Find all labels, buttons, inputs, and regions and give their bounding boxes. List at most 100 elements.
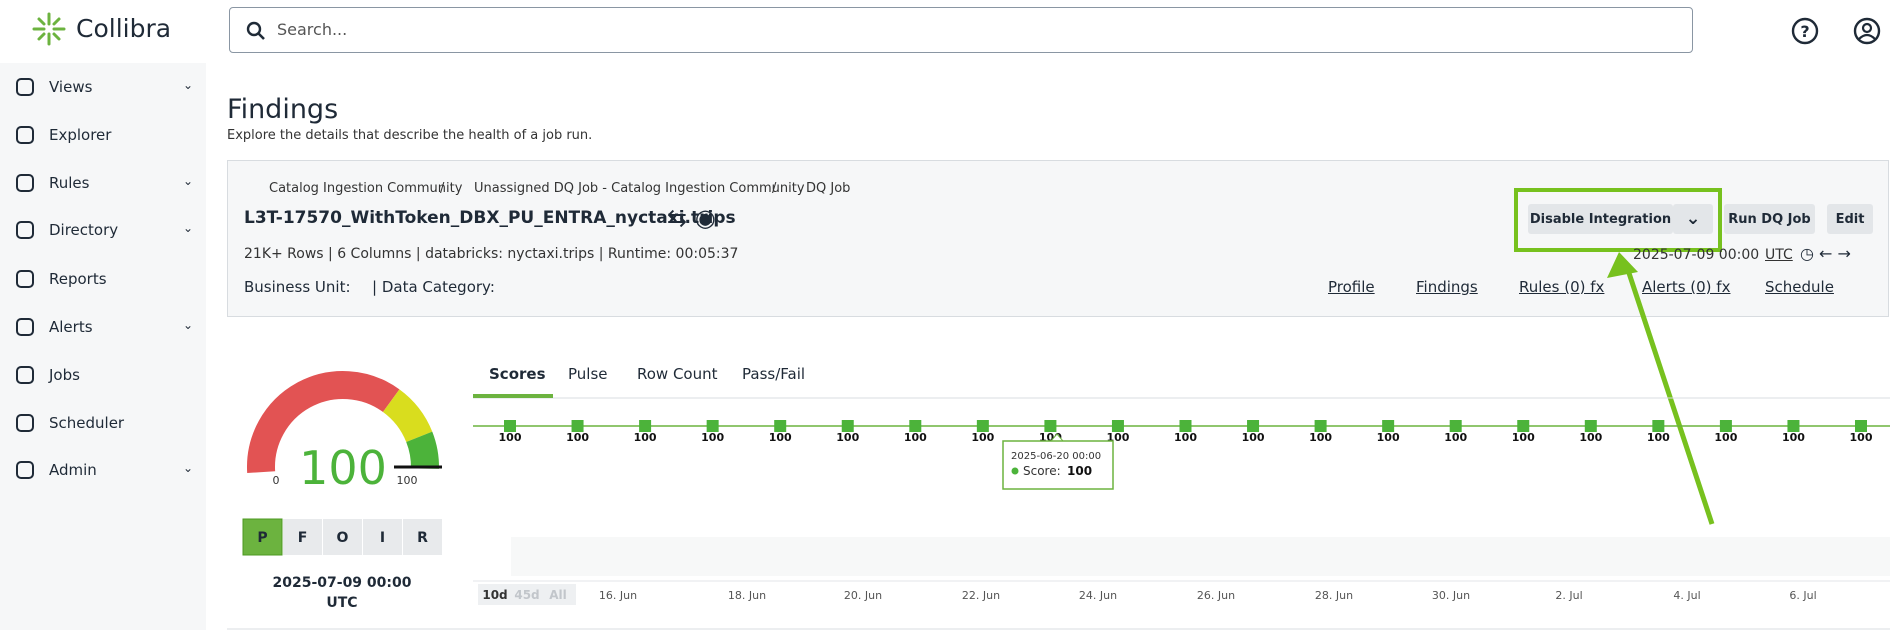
help-icon[interactable]: ?	[1790, 16, 1820, 46]
button-label: Run DQ Job	[1728, 211, 1811, 227]
range-button: 45d	[514, 588, 539, 602]
score-point	[1111, 420, 1124, 432]
tooltip-dot	[1011, 467, 1019, 475]
gauge-max: 100	[397, 474, 418, 487]
range-button: All	[549, 588, 567, 602]
logo-icon	[32, 12, 66, 46]
nav-label[interactable]: Views	[49, 78, 93, 96]
job-meta: 21K+ Rows | 6 Columns | databricks: nyct…	[244, 246, 739, 262]
icon-shape	[16, 461, 34, 479]
breadcrumb-item: /	[772, 181, 777, 196]
score-label: 100	[1714, 431, 1737, 444]
job-link[interactable]: Profile	[1328, 278, 1375, 296]
icon-shape	[16, 78, 34, 96]
x-tick-label: 20. Jun	[844, 589, 882, 602]
tooltip	[1002, 440, 1114, 490]
tab-underline	[473, 394, 553, 398]
job-link[interactable]: Alerts (0) fx	[1642, 278, 1731, 296]
x-tick-label: 28. Jun	[1315, 589, 1353, 602]
tab: Row Count	[637, 365, 718, 383]
nav-label[interactable]: Rules	[49, 174, 90, 192]
breadcrumb-item[interactable]: DQ Job	[806, 181, 851, 196]
grade-label: F	[298, 530, 308, 546]
business-unit-label: Business Unit:	[244, 278, 351, 296]
gauge-green	[406, 431, 439, 469]
icon-shape	[16, 318, 34, 336]
x-tick-label: 6. Jul	[1789, 589, 1816, 602]
score-label: 100	[1579, 431, 1602, 444]
score-point	[909, 420, 922, 432]
icon-shape	[16, 221, 34, 239]
nav-icon	[16, 366, 34, 384]
annotation-arrow	[1623, 263, 1715, 525]
nav-arrows: ◷ ← →	[1800, 244, 1851, 263]
nav-icon	[16, 174, 34, 192]
score-point	[1314, 420, 1327, 432]
action-button[interactable]: Run DQ Job	[1724, 204, 1815, 234]
sidebar: Views ⌄ Explorer Rules ⌄ Directory ⌄ Reports Ale…	[0, 63, 206, 630]
score-label: 100	[1850, 431, 1873, 444]
job-card	[227, 160, 1889, 317]
nav-label[interactable]: Scheduler	[49, 414, 125, 432]
score-point	[774, 420, 787, 432]
score-point	[1382, 420, 1395, 432]
search-box[interactable]: Search...	[229, 7, 1693, 53]
run-time: 2025-07-09 00:00	[1633, 247, 1760, 263]
page-subtitle: Explore the details that describe the he…	[227, 128, 593, 143]
nav-icon	[16, 461, 34, 479]
x-tick-label: 16. Jun	[599, 589, 637, 602]
score-label: 100	[836, 431, 859, 444]
range-button: 10d	[482, 588, 507, 602]
grade-button	[283, 519, 322, 555]
nav-icon	[16, 270, 34, 288]
nav-label[interactable]: Explorer	[49, 126, 112, 144]
job-link[interactable]: Findings	[1416, 278, 1478, 296]
svg-text:?: ?	[1800, 22, 1809, 41]
action-button[interactable]: Edit	[1827, 204, 1873, 234]
page-title: Findings	[227, 94, 339, 125]
account-icon[interactable]	[1852, 16, 1882, 46]
nav-icon	[16, 414, 34, 432]
button-label: Edit	[1835, 211, 1865, 227]
breadcrumb-item: /	[440, 181, 445, 196]
x-tick-label: 4. Jul	[1673, 589, 1700, 602]
score-label: 100	[1512, 431, 1535, 444]
timezone[interactable]: UTC	[1765, 247, 1793, 263]
nav-label[interactable]: Alerts	[49, 318, 93, 336]
gauge-red	[247, 371, 400, 474]
score-point	[504, 420, 516, 432]
score-point	[571, 420, 584, 432]
top-bar: Collibra Search... ?	[0, 0, 1901, 63]
nav-icon	[16, 221, 34, 239]
nav-icon	[16, 78, 34, 96]
breadcrumb-item[interactable]: Unassigned DQ Job - Catalog Ingestion Co…	[474, 181, 805, 196]
grade-button	[323, 519, 362, 555]
job-link[interactable]: Schedule	[1765, 278, 1834, 296]
nav-icon	[16, 318, 34, 336]
main-area	[206, 63, 1901, 630]
score-label: 100	[1377, 431, 1400, 444]
nav-label[interactable]: Reports	[49, 270, 107, 288]
grade-button	[242, 518, 283, 556]
search-placeholder: Search...	[277, 20, 348, 39]
tab: Pass/Fail	[742, 365, 805, 383]
nav-label[interactable]: Jobs	[49, 366, 80, 384]
breadcrumb-item[interactable]: Catalog Ingestion Community	[269, 181, 463, 196]
x-tick-label: 18. Jun	[728, 589, 766, 602]
score-point	[1517, 420, 1530, 432]
score-point	[1179, 420, 1192, 432]
data-category-label: | Data Category:	[372, 278, 495, 296]
nav-label[interactable]: Admin	[49, 461, 97, 479]
highlight-box	[1514, 188, 1722, 252]
grade-label: P	[257, 530, 267, 546]
nav-chevron: ⌄	[183, 174, 194, 188]
tooltip-date: 2025-06-20 00:00	[1011, 451, 1101, 462]
dropdown-button[interactable]: ⌄	[1673, 204, 1713, 234]
search-icon	[246, 21, 265, 40]
action-button[interactable]: Disable Integration	[1528, 204, 1673, 234]
score-point	[1247, 420, 1260, 432]
job-link[interactable]: Rules (0) fx	[1519, 278, 1605, 296]
tab: Pulse	[568, 365, 608, 383]
nav-label[interactable]: Directory	[49, 221, 119, 239]
score-label: 100	[499, 431, 522, 444]
